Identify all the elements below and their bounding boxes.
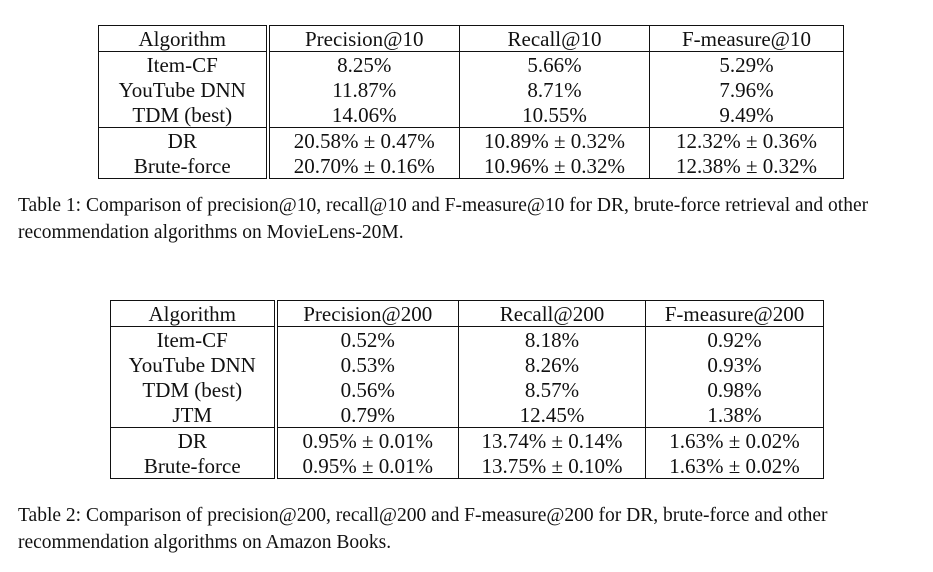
metric-cell: 12.32% ± 0.36% (649, 127, 844, 153)
metric-cell: 10.55% (459, 102, 650, 128)
metric-cell: 10.89% ± 0.32% (459, 127, 650, 153)
metric-cell: 0.93% (645, 352, 824, 377)
column-header: Recall@10 (459, 25, 650, 52)
column-header: Algorithm (110, 300, 278, 327)
table-row: TDM (best) 14.06% 10.55% 9.49% (98, 102, 844, 128)
metric-cell: 0.95% ± 0.01% (275, 427, 459, 453)
column-header: Precision@200 (275, 300, 459, 327)
column-header: F-measure@200 (645, 300, 824, 327)
table-row: Brute-force 0.95% ± 0.01% 13.75% ± 0.10% 1.… (110, 453, 824, 479)
metric-cell: 8.26% (458, 352, 646, 377)
metric-cell: 20.70% ± 0.16% (267, 153, 460, 179)
metric-cell: 20.58% ± 0.47% (267, 127, 460, 153)
metric-cell: 8.18% (458, 326, 646, 352)
metric-cell: 9.49% (649, 102, 844, 128)
metric-cell: 11.87% (267, 77, 460, 102)
metric-cell: 0.53% (275, 352, 459, 377)
metric-cell: 5.29% (649, 51, 844, 77)
metric-cell: 1.63% ± 0.02% (645, 453, 824, 479)
table-row: JTM 0.79% 12.45% 1.38% (110, 402, 824, 428)
metric-cell: 8.71% (459, 77, 650, 102)
algorithm-cell: Item-CF (98, 51, 270, 77)
table-row: DR 0.95% ± 0.01% 13.74% ± 0.14% 1.63% ± 0.0… (110, 427, 824, 453)
table-1-caption: Table 1: Comparison of precision@10, rec… (18, 195, 869, 243)
metric-cell: 14.06% (267, 102, 460, 128)
metric-cell: 10.96% ± 0.32% (459, 153, 650, 179)
table-row: Brute-force 20.70% ± 0.16% 10.96% ± 0.32% 1… (98, 153, 844, 179)
algorithm-cell: TDM (best) (98, 102, 270, 128)
algorithm-cell: TDM (best) (110, 377, 278, 402)
metric-cell: 0.56% (275, 377, 459, 402)
algorithm-cell: DR (110, 427, 278, 453)
table-row: Item-CF 0.52% 8.18% 0.92% (110, 326, 824, 352)
algorithm-cell: JTM (110, 402, 278, 428)
metric-cell: 12.38% ± 0.32% (649, 153, 844, 179)
results-table-amazon-books: Algorithm Precision@200 Recall@200 F-measur… (110, 300, 824, 479)
table-row: Item-CF 8.25% 5.66% 5.29% (98, 51, 844, 77)
metric-cell: 0.95% ± 0.01% (275, 453, 459, 479)
metric-cell: 0.92% (645, 326, 824, 352)
algorithm-cell: DR (98, 127, 270, 153)
table-row: TDM (best) 0.56% 8.57% 0.98% (110, 377, 824, 402)
metric-cell: 8.57% (458, 377, 646, 402)
metric-cell: 12.45% (458, 402, 646, 428)
results-table-movielens: Algorithm Precision@10 Recall@10 F-measure@… (98, 25, 844, 179)
metric-cell: 8.25% (267, 51, 460, 77)
metric-cell: 5.66% (459, 51, 650, 77)
metric-cell: 0.79% (275, 402, 459, 428)
table-row: DR 20.58% ± 0.47% 10.89% ± 0.32% 12.32% ± 0… (98, 127, 844, 153)
metric-cell: 0.52% (275, 326, 459, 352)
algorithm-cell: Item-CF (110, 326, 278, 352)
column-header: Recall@200 (458, 300, 646, 327)
algorithm-cell: YouTube DNN (110, 352, 278, 377)
algorithm-cell: YouTube DNN (98, 77, 270, 102)
header-row: Algorithm Precision@200 Recall@200 F-measur… (110, 300, 824, 327)
algorithm-cell: Brute-force (98, 153, 270, 179)
header-row: Algorithm Precision@10 Recall@10 F-measure@… (98, 25, 844, 52)
table-2-caption: Table 2: Comparison of precision@200, re… (18, 505, 828, 553)
metric-cell: 13.74% ± 0.14% (458, 427, 646, 453)
table-row: YouTube DNN 11.87% 8.71% 7.96% (98, 77, 844, 102)
algorithm-cell: Brute-force (110, 453, 278, 479)
metric-cell: 1.63% ± 0.02% (645, 427, 824, 453)
metric-cell: 0.98% (645, 377, 824, 402)
column-header: Precision@10 (267, 25, 460, 52)
column-header: Algorithm (98, 25, 270, 52)
column-header: F-measure@10 (649, 25, 844, 52)
metric-cell: 7.96% (649, 77, 844, 102)
table-row: YouTube DNN 0.53% 8.26% 0.93% (110, 352, 824, 377)
metric-cell: 1.38% (645, 402, 824, 428)
metric-cell: 13.75% ± 0.10% (458, 453, 646, 479)
